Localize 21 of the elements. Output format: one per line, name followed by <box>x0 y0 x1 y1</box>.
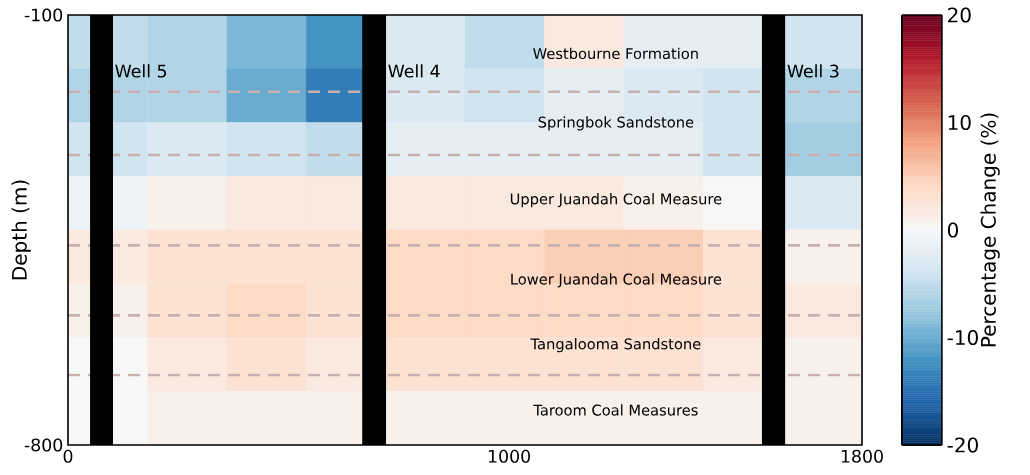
annotation: Taroom Coal Measures <box>533 404 698 416</box>
y-axis-title: Depth (m) <box>11 180 31 280</box>
annotation: Lower Juandah Coal Measure <box>511 273 722 288</box>
x-tick-label: 0 <box>63 449 73 463</box>
annotation: Westbourne Formation <box>533 47 698 60</box>
annotation: Upper Juandah Coal Measure <box>510 193 722 208</box>
band-label: Well 5 <box>115 64 167 78</box>
color-bar-label: 20 <box>948 7 971 23</box>
annotation: Springbok Sandstone <box>538 116 694 131</box>
color-bar-label: 0 <box>947 222 958 238</box>
y-tick-label: -800 <box>24 438 63 452</box>
color-bar-label: -10 <box>947 329 978 346</box>
band-label: Well 3 <box>787 64 839 78</box>
y-tick-label: -100 <box>24 8 63 22</box>
annotation: Tangalooma Sandstone <box>530 338 701 353</box>
color-bar-label: -20 <box>947 437 978 453</box>
band-label: Well 4 <box>388 64 440 78</box>
color-bar-title: Percentage Change (%) <box>980 113 1000 347</box>
color-bar-label: 10 <box>948 114 971 131</box>
x-tick-label: 1800 <box>841 449 883 463</box>
x-tick-label: 1000 <box>488 449 530 463</box>
